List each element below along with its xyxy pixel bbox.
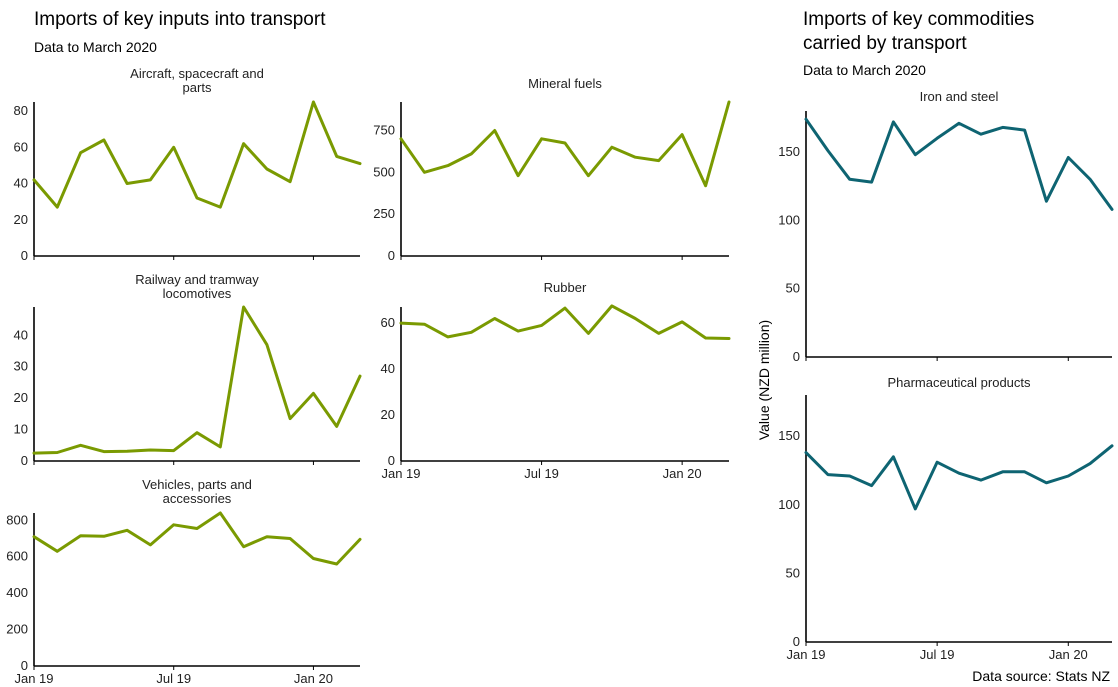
x-tick-label: Jul 19 xyxy=(156,671,191,686)
x-tick-label: Jan 19 xyxy=(786,647,825,662)
y-tick-label: 30 xyxy=(14,359,28,374)
y-tick-label: 100 xyxy=(778,212,800,227)
x-tick-label: Jan 20 xyxy=(294,671,333,686)
right-chart-title: Imports of key commodities carried by tr… xyxy=(803,8,1034,56)
y-tick-label: 50 xyxy=(786,565,800,580)
series-line-rubber xyxy=(399,304,731,340)
y-tick-label: 200 xyxy=(6,622,28,637)
y-tick-label: 150 xyxy=(778,428,800,443)
x-tick-label: Jan 19 xyxy=(381,466,420,481)
panel-rubber: Rubber 0 20 40 60 Jan 19 Jul 19 Jan 20 xyxy=(381,280,731,481)
panel-title-line: locomotives xyxy=(163,286,232,301)
x-tick-label: Jan 20 xyxy=(663,466,702,481)
y-tick-label: 0 xyxy=(21,248,28,263)
panel-title-line: Railway and tramway xyxy=(135,272,259,287)
y-tick-label: 0 xyxy=(793,349,800,364)
left-chart-subtitle: Data to March 2020 xyxy=(34,39,157,55)
series-line-railway-and-tramway-locomotives xyxy=(32,305,362,455)
panel-title-line: Mineral fuels xyxy=(528,76,602,91)
left-chart-title: Imports of key inputs into transport xyxy=(34,9,326,30)
panel-iron-and-steel: Iron and steel 0 50 100 150 xyxy=(778,89,1114,364)
y-tick-label: 20 xyxy=(14,390,28,405)
x-tick-label: Jan 19 xyxy=(14,671,53,686)
y-tick-label: 0 xyxy=(21,453,28,468)
y-tick-label: 400 xyxy=(6,585,28,600)
panel-title-line: Aircraft, spacecraft and xyxy=(130,66,264,81)
x-tick-label: Jul 19 xyxy=(920,647,955,662)
y-tick-label: 50 xyxy=(786,281,800,296)
y-tick-label: 0 xyxy=(21,658,28,673)
x-tick-label: Jul 19 xyxy=(524,466,559,481)
data-source-caption: Data source: Stats NZ xyxy=(972,668,1110,684)
series-line-pharmaceutical-products xyxy=(804,444,1114,511)
y-tick-label: 10 xyxy=(14,422,28,437)
y-tick-label: 40 xyxy=(14,327,28,342)
y-tick-label: 80 xyxy=(14,103,28,118)
y-tick-label: 150 xyxy=(778,144,800,159)
series-line-mineral-fuels xyxy=(399,100,731,188)
y-tick-label: 0 xyxy=(388,453,395,468)
y-tick-label: 500 xyxy=(373,164,395,179)
panel-title-line: Rubber xyxy=(544,280,587,295)
series-line-iron-and-steel xyxy=(804,117,1114,211)
y-tick-label: 40 xyxy=(14,176,28,191)
y-tick-label: 750 xyxy=(373,122,395,137)
y-tick-label: 800 xyxy=(6,512,28,527)
panel-title-line: parts xyxy=(183,80,212,95)
right-chart-subtitle: Data to March 2020 xyxy=(803,62,926,78)
y-tick-label: 20 xyxy=(381,407,395,422)
panel-title-line: Iron and steel xyxy=(920,89,999,104)
panel-pharmaceutical-products: Pharmaceutical products 0 50 100 150 Jan 19 Ju… xyxy=(778,375,1114,662)
right-chart-title-line-2: carried by transport xyxy=(803,33,967,54)
right-chart-title-line-1: Imports of key commodities xyxy=(803,9,1035,30)
panel-title-line: Pharmaceutical products xyxy=(887,375,1031,390)
y-tick-label: 40 xyxy=(381,361,395,376)
panel-title-line: accessories xyxy=(163,491,232,506)
y-tick-label: 0 xyxy=(793,634,800,649)
panel-mineral-fuels: Mineral fuels 0 250 500 750 xyxy=(373,76,731,263)
y-axis-label: Value (NZD million) xyxy=(756,320,772,440)
y-tick-label: 20 xyxy=(14,212,28,227)
y-tick-label: 600 xyxy=(6,549,28,564)
y-tick-label: 60 xyxy=(14,139,28,154)
y-tick-label: 100 xyxy=(778,497,800,512)
panel-title-line: Vehicles, parts and xyxy=(142,477,252,492)
x-tick-label: Jan 20 xyxy=(1049,647,1088,662)
y-tick-label: 60 xyxy=(381,315,395,330)
y-tick-label: 250 xyxy=(373,206,395,221)
series-line-vehicles-parts-and-accessories xyxy=(32,511,362,566)
y-tick-label: 0 xyxy=(388,248,395,263)
series-line-aircraft-spacecraft-and-parts xyxy=(32,100,362,209)
